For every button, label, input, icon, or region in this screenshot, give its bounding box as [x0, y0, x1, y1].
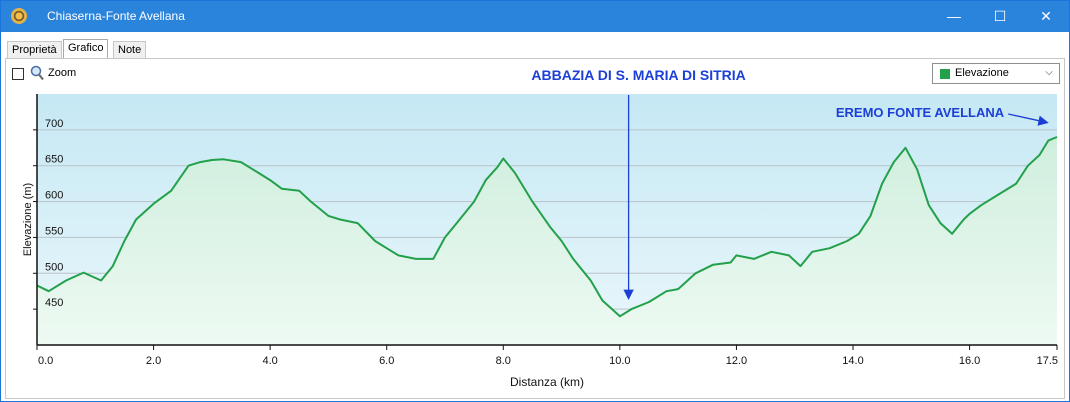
zoom-label: Zoom [48, 67, 77, 79]
elevation-area [37, 137, 1057, 345]
x-tick-label: 4.0 [262, 355, 277, 367]
series-dropdown[interactable]: Elevazione ⌵ [932, 63, 1060, 84]
x-tick-label: 2.0 [146, 355, 161, 367]
x-tick-label: 10.0 [609, 355, 630, 367]
tab-proprieta[interactable]: Proprietà [7, 41, 62, 58]
y-tick-label: 700 [45, 118, 63, 130]
elevation-line [36, 136, 1058, 318]
y-axis-label: Elevazione (m) [22, 183, 34, 256]
x-tick-label: 14.0 [842, 355, 863, 367]
x-tick-label: 8.0 [496, 355, 511, 367]
window-title: Chiaserna-Fonte Avellana [47, 9, 185, 23]
axes [36, 94, 1057, 346]
x-tick-label: 16.0 [959, 355, 980, 367]
tick-labels: 0.0 2.0 4.0 6.0 8.0 10.0 12.0 14.0 16.0 17.5 450 50… [33, 118, 1058, 367]
y-tick-label: 450 [45, 297, 63, 309]
y-tick-label: 550 [45, 225, 63, 237]
y-tick-label: 500 [45, 261, 63, 273]
x-tick-label: 12.0 [726, 355, 747, 367]
tab-grafico[interactable]: Grafico [63, 39, 109, 59]
y-tick-label: 650 [45, 154, 63, 166]
close-button[interactable]: ✕ [1040, 8, 1052, 24]
series-color-swatch [940, 69, 950, 79]
x-axis-label: Distanza (km) [510, 375, 584, 389]
annotation-label-eremo: EREMO FONTE AVELLANA [836, 105, 1005, 120]
x-tick-label: 0.0 [38, 355, 53, 367]
y-tick-label: 600 [45, 190, 63, 202]
title-bar[interactable]: Chiaserna-Fonte Avellana — ☐ ✕ [1, 1, 1069, 32]
annotation-arrow-eremo [1008, 113, 1049, 126]
chevron-down-icon[interactable]: ⌵ [1045, 67, 1053, 78]
tab-note[interactable]: Note [113, 41, 147, 58]
x-tick-label: 17.5 [1037, 355, 1058, 367]
magnifier-icon [30, 65, 44, 81]
annotation-label-abbazia: ABBAZIA DI S. MARIA DI SITRIA [531, 67, 745, 83]
zoom-checkbox[interactable] [12, 68, 24, 80]
x-tick-label: 6.0 [379, 355, 394, 367]
minimize-button[interactable]: — [947, 8, 961, 24]
app-icon[interactable] [11, 8, 27, 24]
maximize-button[interactable]: ☐ [993, 8, 1007, 24]
series-dropdown-value: Elevazione [955, 67, 1009, 79]
annotations: ABBAZIA DI S. MARIA DI SITRIA EREMO FONTE… [531, 67, 1049, 301]
